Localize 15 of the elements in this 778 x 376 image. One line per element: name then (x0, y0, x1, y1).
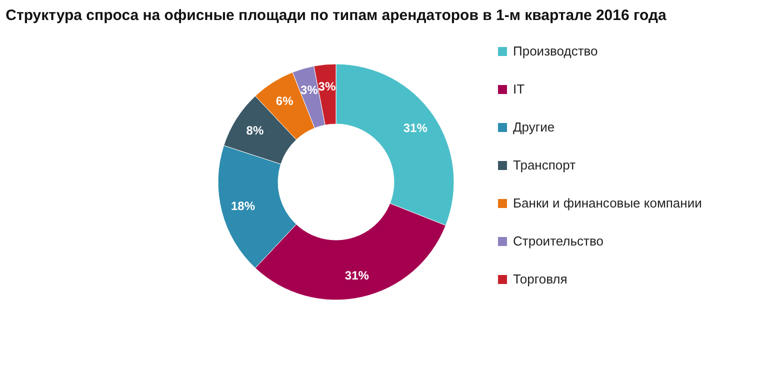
data-label: 8% (246, 124, 264, 138)
data-label: 31% (344, 268, 370, 283)
legend-label: Транспорт (513, 158, 576, 172)
chart-title: Структура спроса на офисные площади по типам арендаторов в 1-м квартале 2016 года (6, 7, 668, 24)
legend-label: Строительство (513, 234, 604, 248)
data-label: 3% (300, 82, 318, 97)
data-label: 3% (318, 79, 336, 94)
legend-label: Банки и финансовые компании (513, 196, 702, 210)
legend-label: Другие (513, 120, 555, 134)
data-label: 18% (231, 198, 256, 213)
legend-label: IT (513, 82, 525, 96)
data-label: 6% (276, 94, 294, 108)
legend-label: Производство (513, 44, 598, 58)
data-label: 31% (403, 121, 428, 136)
legend-label: Торговля (513, 272, 568, 286)
